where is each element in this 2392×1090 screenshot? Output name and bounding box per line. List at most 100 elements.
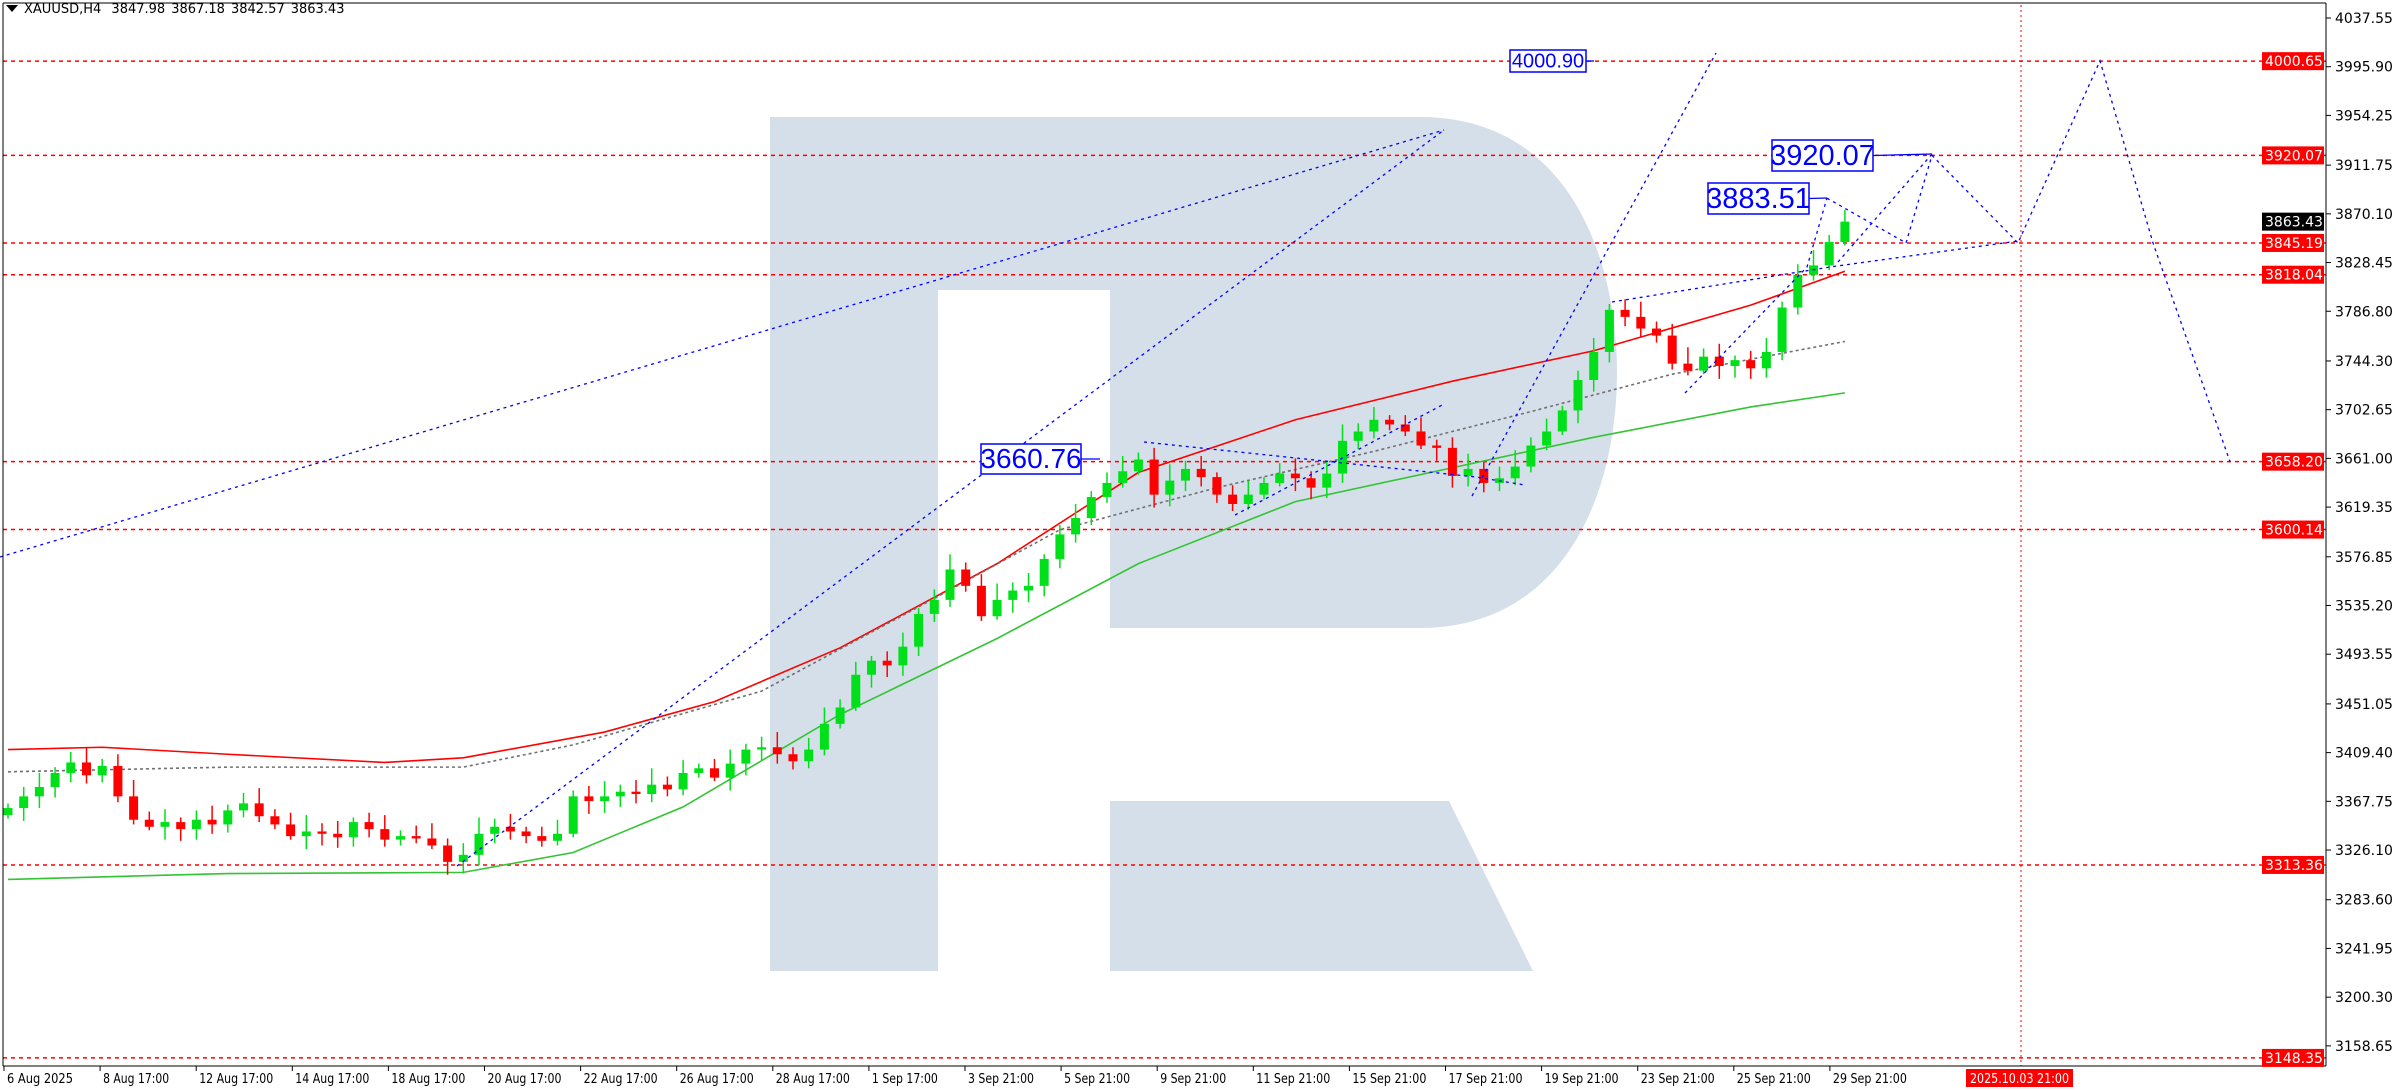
candle-body bbox=[1149, 459, 1159, 495]
candle-body bbox=[1212, 477, 1222, 495]
price-tick-label: 3326.10 bbox=[2335, 843, 2392, 859]
candle-body bbox=[647, 784, 657, 795]
candle-body bbox=[1840, 221, 1850, 243]
price-level-tags: 4000.65 3920.07 3845.19 3818.04 3658.20 3600.… bbox=[2262, 52, 2324, 1067]
candle bbox=[1557, 405, 1567, 435]
candle-body bbox=[1683, 363, 1693, 371]
candle bbox=[757, 736, 767, 761]
trend-line-rising bbox=[456, 129, 1445, 867]
candle-body bbox=[1196, 468, 1206, 478]
candle-body bbox=[113, 765, 123, 797]
candle-body bbox=[1589, 351, 1599, 381]
candle-body bbox=[914, 613, 924, 647]
channel-line-upper bbox=[0, 129, 1445, 558]
level-price-tag-bg bbox=[2262, 452, 2324, 471]
candle-body bbox=[176, 822, 186, 830]
candle bbox=[584, 785, 594, 814]
time-tick-label: 14 Aug 17:00 bbox=[295, 1072, 369, 1087]
candle-body bbox=[1400, 424, 1410, 432]
candle-body bbox=[1573, 380, 1583, 411]
level-price-tag-bg bbox=[2262, 146, 2324, 165]
candle bbox=[66, 751, 76, 783]
candle-body bbox=[1699, 356, 1709, 371]
time-tick-label: 25 Sep 21:00 bbox=[1737, 1072, 1811, 1087]
candle bbox=[1306, 471, 1316, 500]
candle-body bbox=[553, 833, 562, 841]
candle bbox=[1338, 424, 1347, 483]
wave-line-2 bbox=[1837, 153, 1933, 263]
candle bbox=[1400, 415, 1410, 437]
future-date-tag-bg bbox=[1966, 1069, 2073, 1087]
candle-body bbox=[521, 831, 531, 837]
price-label-text: 3883.51 bbox=[1706, 183, 1811, 215]
time-tick-label: 26 Aug 17:00 bbox=[680, 1072, 754, 1087]
candle bbox=[1353, 423, 1363, 450]
candle-body bbox=[1039, 558, 1049, 586]
candle-body bbox=[1526, 445, 1536, 467]
candle-body bbox=[1353, 431, 1363, 441]
candle-body bbox=[1133, 459, 1143, 472]
candle bbox=[1447, 437, 1457, 488]
time-axis[interactable]: 6 Aug 2025 8 Aug 17:00 12 Aug 17:00 14 Aug … bbox=[3, 1066, 2073, 1087]
candle-body bbox=[1322, 473, 1332, 488]
candle bbox=[647, 768, 657, 803]
candle-body bbox=[160, 822, 170, 827]
time-tick-label: 8 Aug 17:00 bbox=[103, 1072, 169, 1087]
price-tick-label: 3451.05 bbox=[2335, 697, 2392, 713]
candle-body bbox=[3, 808, 13, 816]
candle bbox=[1086, 491, 1096, 526]
time-tick-label: 6 Aug 2025 bbox=[7, 1072, 73, 1087]
candle bbox=[1840, 209, 1850, 246]
candle bbox=[992, 583, 1002, 620]
candle-body bbox=[1761, 351, 1771, 369]
price-axis[interactable]: 4037.55 3995.90 3954.25 3911.75 3870.10 3828.… bbox=[2326, 11, 2392, 1055]
price-tick-label: 3367.75 bbox=[2335, 794, 2392, 810]
candle bbox=[1542, 418, 1552, 451]
candle-body bbox=[568, 796, 578, 834]
time-tick-label: 20 Aug 17:00 bbox=[488, 1072, 562, 1087]
candle-body bbox=[1071, 518, 1081, 535]
candle-body bbox=[427, 838, 437, 846]
candle bbox=[694, 763, 704, 778]
candle bbox=[474, 817, 484, 866]
candle bbox=[945, 554, 955, 607]
candle bbox=[1824, 235, 1834, 271]
level-price-tag: 4000.65 bbox=[2265, 54, 2323, 70]
candle bbox=[521, 826, 531, 844]
candle bbox=[929, 589, 939, 623]
open-value: 3847.98 bbox=[111, 2, 166, 17]
candle-body bbox=[34, 787, 44, 797]
price-tick-label: 3954.25 bbox=[2335, 108, 2392, 124]
candle-body bbox=[254, 803, 264, 817]
candle bbox=[631, 779, 641, 804]
collapse-triangle-icon[interactable] bbox=[6, 5, 18, 12]
time-tick-label: 23 Sep 21:00 bbox=[1641, 1072, 1715, 1087]
candle-body bbox=[270, 816, 280, 825]
candle bbox=[505, 813, 515, 840]
candle bbox=[1761, 337, 1771, 378]
candle-body bbox=[710, 768, 719, 778]
candle bbox=[1149, 447, 1159, 508]
candle-body bbox=[537, 836, 547, 841]
candle bbox=[113, 754, 123, 803]
close-value: 3863.43 bbox=[290, 2, 345, 17]
candle-body bbox=[458, 854, 468, 862]
candle-body bbox=[1636, 316, 1646, 329]
candle bbox=[364, 812, 374, 838]
candle-body bbox=[1024, 585, 1033, 591]
horizontal-levels bbox=[3, 60, 2326, 1059]
candle bbox=[396, 830, 405, 846]
price-tick-label: 3744.30 bbox=[2335, 354, 2392, 370]
price-label-box bbox=[1771, 139, 1874, 172]
level-price-tag-bg bbox=[2262, 1048, 2324, 1067]
candle bbox=[1259, 477, 1269, 500]
price-label-connector bbox=[1808, 197, 1828, 200]
candle-body bbox=[819, 723, 829, 750]
symbol-timeframe: XAUUSD,H4 bbox=[24, 2, 102, 17]
candle bbox=[223, 804, 233, 833]
candle bbox=[144, 811, 154, 831]
level-price-tag-bg bbox=[2262, 233, 2324, 252]
candle bbox=[286, 812, 296, 840]
candle-body bbox=[1620, 309, 1630, 317]
